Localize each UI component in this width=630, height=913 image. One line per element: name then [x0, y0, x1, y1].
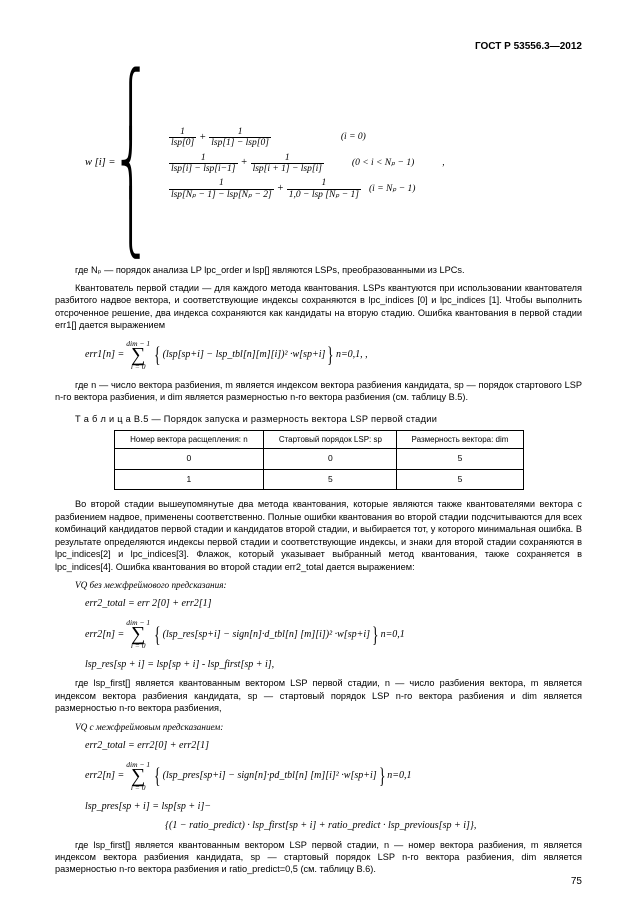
table-row: 0 0 5: [114, 449, 523, 469]
equation-lsp-pres: lsp_pres[sp + i] = lsp[sp + i]−: [85, 800, 582, 814]
paragraph-stage2: Во второй стадии вышеупомянутые два мето…: [55, 498, 582, 573]
table-row: Номер вектора расщепления: n Стартовый п…: [114, 430, 523, 449]
equation-err2-a: err2[n] = dim − 1∑i = 0 { (lsp_res[sp+i]…: [85, 619, 582, 650]
paragraph-np: где Nₚ — порядок анализа LP lpc_order и …: [55, 264, 582, 276]
table-b5: Номер вектора расщепления: n Стартовый п…: [114, 430, 524, 491]
paragraph-vq-pred: VQ с межфреймовым предсказанием:: [55, 721, 582, 733]
brace-icon: ⎧⎨⎩: [119, 74, 142, 254]
paragraph-where-first-b: где lsp_first[] является квантованным ве…: [55, 839, 582, 876]
col-header-sp: Стартовый порядок LSP: sp: [264, 430, 397, 449]
equation-err2-b: err2[n] = dim − 1∑i = 0 { (lsp_pres[sp+i…: [85, 761, 582, 792]
table-caption: Т а б л и ц а В.5 — Порядок запуска и ра…: [55, 413, 582, 425]
page-number: 75: [571, 875, 582, 889]
paragraph-where-n: где n — число вектора разбиения, m являе…: [55, 379, 582, 404]
eq-lhs: w [i] =: [85, 156, 115, 170]
equation-err2-total-b: err2_total = err2[0] + err2[1]: [85, 739, 582, 753]
equation-err2-total-a: err2_total = err 2[0] + err2[1]: [85, 597, 582, 611]
equation-ratio: {(1 − ratio_predict) · lsp_first[sp + i]…: [165, 819, 582, 833]
col-header-dim: Размерность вектора: dim: [397, 430, 523, 449]
table-row: 1 5 5: [114, 469, 523, 489]
equation-w-i: w [i] = ⎧⎨⎩ 1lsp[0] + 1lsp[1] − lsp[0] (…: [85, 74, 582, 254]
col-header-n: Номер вектора расщепления: n: [114, 430, 264, 449]
paragraph-quant1: Квантователь первой стадии — для каждого…: [55, 282, 582, 332]
document-header: ГОСТ Р 53556.3—2012: [55, 40, 582, 54]
paragraph-where-first-a: где lsp_first[] является квантованным ве…: [55, 677, 582, 714]
paragraph-vq-no-pred: VQ без межфреймового предсказания:: [55, 579, 582, 591]
equation-lsp-res: lsp_res[sp + i] = lsp[sp + i] - lsp_firs…: [85, 658, 582, 672]
equation-err1: err1[n] = dim − 1∑i = 0 { (lsp[sp+i] − l…: [85, 340, 582, 371]
